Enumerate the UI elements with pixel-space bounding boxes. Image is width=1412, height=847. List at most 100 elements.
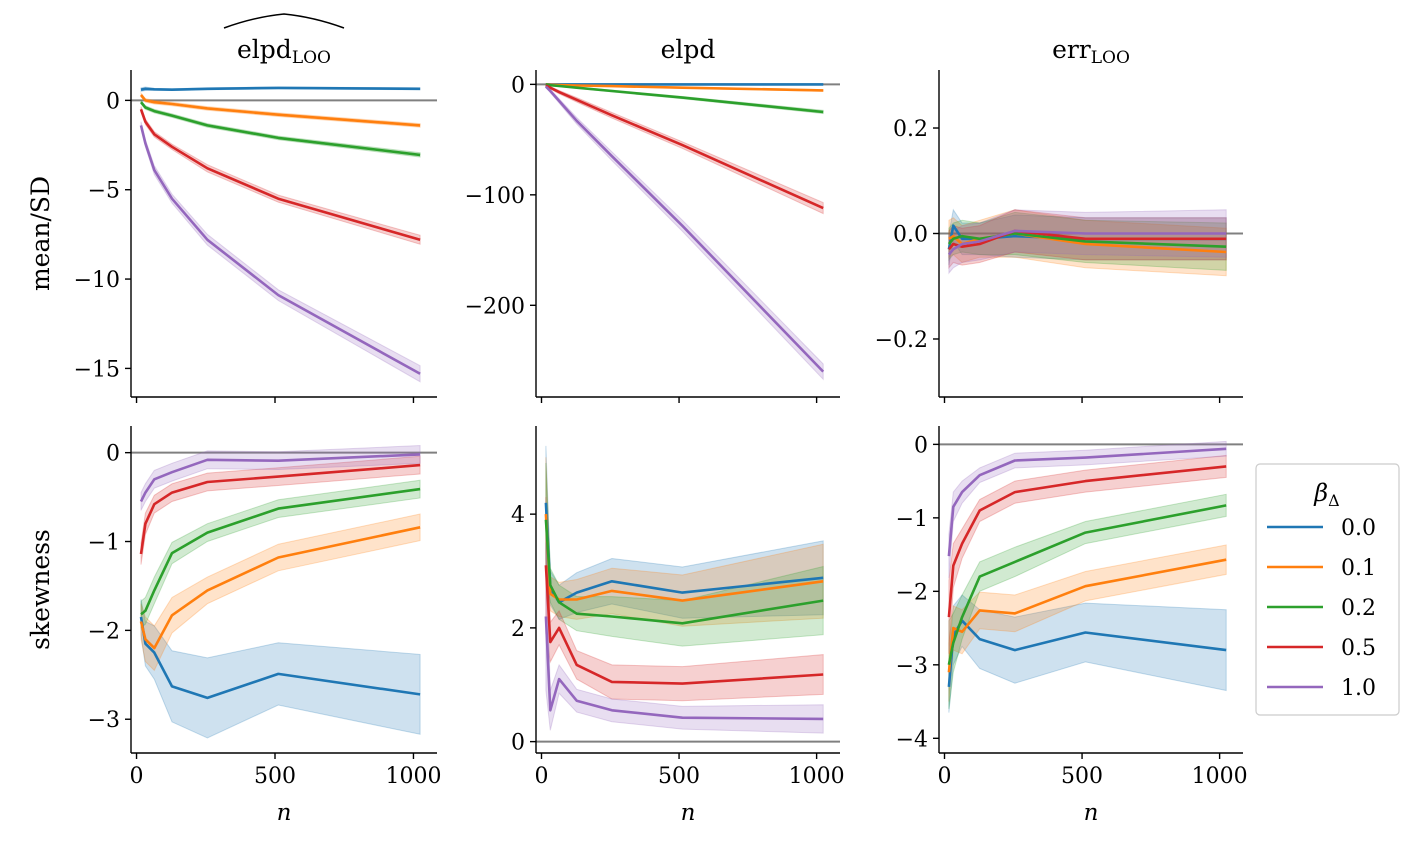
series-line-0.2 (545, 83, 824, 114)
ci-band-1.0 (140, 444, 421, 511)
ci-band-0.5 (545, 497, 824, 702)
x-axis-label: n (277, 800, 292, 826)
column-title-main: elpd (237, 35, 292, 64)
series-line-0.2 (947, 504, 1227, 666)
y-tick-label: −15 (74, 357, 120, 382)
series-line-0.1 (544, 514, 824, 602)
row-label-meansd: mean/SD (26, 176, 55, 291)
ci-band-1.0 (545, 84, 824, 381)
series-line-0.1 (139, 526, 421, 650)
series-line-1.0 (139, 125, 421, 375)
y-tick-label: −1 (88, 531, 120, 556)
panel-err-loo-skewness: 0 −1 −2 −3 −4 0 500 1000 n (896, 426, 1248, 826)
ci-band-0.2 (140, 479, 421, 629)
series-line-0.5 (545, 84, 824, 210)
y-tick-label: −3 (896, 654, 928, 679)
panel-elpd-loo-mean-sd: 0 −5 −10 −15 (74, 70, 437, 403)
column-title-main: err (1052, 35, 1091, 64)
y-tick-label: 0.0 (893, 223, 928, 248)
column-title-3: errLOO (1052, 35, 1130, 68)
x-tick-label: 0 (938, 764, 952, 789)
legend-label-0.2: 0.2 (1341, 596, 1376, 621)
ci-band-0.2 (545, 462, 824, 647)
legend-label-1.0: 1.0 (1341, 676, 1376, 701)
x-tick-label: 1000 (385, 764, 441, 789)
legend: βΔ0.0 0.1 0.2 0.5 1.0 (1255, 463, 1400, 716)
ci-band-1.0 (948, 440, 1227, 579)
series-line-0.2 (544, 519, 824, 625)
y-tick-label: 0 (106, 442, 120, 467)
y-tick-label: −10 (74, 268, 120, 293)
panel-elpd-mean-sd: 0 −100 −200 (465, 70, 840, 403)
ci-band-0.0 (545, 445, 824, 621)
row-label-skewness: skewness (26, 529, 55, 650)
series-line-0.5 (544, 565, 824, 685)
series-line-0.2 (140, 487, 421, 616)
series-line-0.1 (139, 94, 421, 127)
y-tick-label: 0 (106, 89, 120, 114)
series-line-1.0 (947, 447, 1227, 557)
x-tick-label: 1000 (789, 764, 845, 789)
column-title-main: elpd (661, 35, 716, 64)
legend-label-0.1: 0.1 (1341, 556, 1376, 581)
x-tick-label: 500 (1061, 764, 1103, 789)
y-tick-label: 2 (511, 617, 525, 642)
y-tick-label: −4 (896, 727, 928, 752)
y-tick-label: 0 (511, 73, 525, 98)
y-tick-label: −5 (88, 179, 120, 204)
ci-band-0.5 (140, 455, 421, 565)
y-tick-label: −2 (896, 580, 928, 605)
legend-title-main: β (1313, 479, 1328, 507)
ci-band-0.2 (948, 493, 1227, 709)
y-tick-label: 0.2 (893, 117, 928, 142)
series-line-0.5 (139, 108, 421, 242)
y-tick-label: −200 (465, 294, 525, 319)
series-line-0.0 (139, 616, 421, 700)
series-line-0.5 (139, 463, 421, 555)
y-tick-label: −3 (88, 708, 120, 733)
legend-title-subscript: Δ (1328, 491, 1340, 510)
y-tick-label: 0 (914, 433, 928, 458)
legend-label-0.0: 0.0 (1341, 516, 1376, 541)
series-line-0.0 (140, 86, 421, 91)
panel-elpd-skewness: 0 2 4 0 500 1000 n (511, 426, 845, 826)
y-tick-label: 4 (511, 503, 525, 528)
y-tick-label: −100 (465, 184, 525, 209)
x-tick-label: 500 (658, 764, 700, 789)
x-tick-label: 1000 (1192, 764, 1248, 789)
legend-title: βΔ (1313, 479, 1339, 510)
series-line-0.2 (139, 101, 421, 157)
y-tick-label: 0 (511, 731, 525, 756)
x-axis-label: n (1084, 800, 1099, 826)
y-tick-label: −1 (896, 507, 928, 532)
ci-band-0.0 (948, 594, 1227, 713)
series-line-0.5 (947, 229, 1227, 251)
column-title-2: elpd (661, 35, 716, 64)
ci-band-1.0 (140, 121, 421, 383)
series-line-1.0 (544, 85, 825, 373)
ci-band-0.1 (140, 91, 421, 128)
column-title-subscript: LOO (292, 48, 331, 68)
x-tick-label: 0 (535, 764, 549, 789)
x-tick-label: 0 (130, 764, 144, 789)
series-line-1.0 (544, 616, 824, 721)
series-line-1.0 (139, 453, 421, 503)
hat-accent (223, 13, 345, 29)
column-title-1: elpdLOO (237, 35, 331, 68)
ci-band-0.0 (140, 599, 421, 739)
y-tick-label: −2 (88, 619, 120, 644)
series-line-0.5 (947, 465, 1227, 618)
series-line-0.2 (947, 232, 1227, 248)
series-line-1.0 (947, 229, 1227, 256)
x-tick-label: 500 (254, 764, 296, 789)
column-title-subscript: LOO (1091, 48, 1130, 68)
panel-err-loo-mean-sd: 0.2 0.0 −0.2 (875, 70, 1243, 403)
ci-band-0.5 (948, 454, 1227, 654)
ci-band-1.0 (545, 542, 824, 734)
panel-elpd-loo-skewness: 0 −1 −2 −3 0 500 1000 n (88, 426, 441, 826)
y-tick-label: −0.2 (875, 328, 928, 353)
x-axis-label: n (681, 800, 696, 826)
series-line-0.1 (947, 558, 1227, 673)
ci-band-0.1 (140, 513, 421, 672)
